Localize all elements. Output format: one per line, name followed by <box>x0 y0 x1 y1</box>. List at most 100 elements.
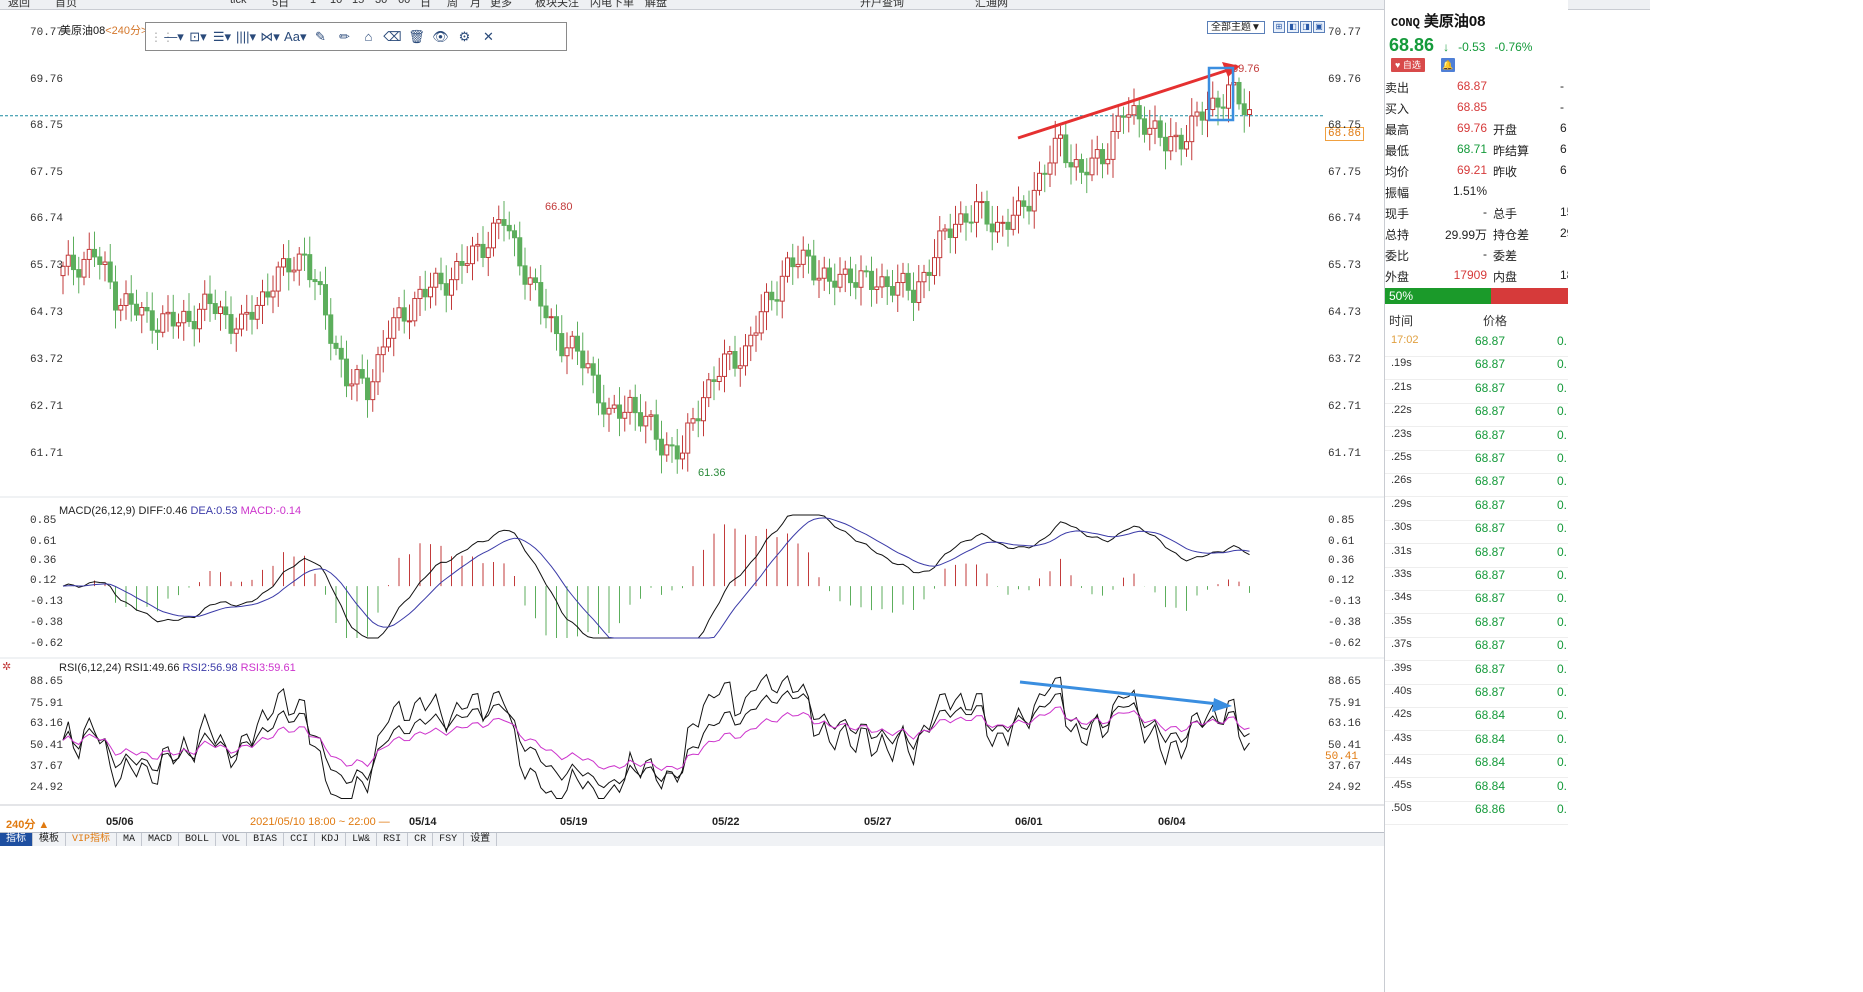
bars-tool-icon[interactable]: ||||▾ <box>236 28 257 44</box>
toolbar-item[interactable]: 开户查询 <box>860 0 904 9</box>
toolbar-item[interactable]: 5日 <box>272 0 290 9</box>
tick-price: 68.87 <box>1475 404 1506 419</box>
indicator-tab[interactable]: RSI <box>377 833 409 846</box>
candle-body <box>585 363 591 369</box>
pattern-tool-icon[interactable]: ⋈▾ <box>260 28 280 44</box>
toolbar-item[interactable]: 更多 <box>490 0 512 9</box>
chart-area[interactable]: 66.80 61.36 69.76 ✲ 美原油08<240分> ⋮⋮ —▾ ⊡▾ ☰▾ |||… <box>0 10 1650 968</box>
toolbar-item[interactable]: 返回 <box>8 0 30 9</box>
drag-grip-icon[interactable]: ⋮⋮ <box>150 29 174 44</box>
indicator-tab[interactable]: CR <box>408 833 434 846</box>
quote-row-label: 总持 <box>1385 228 1410 242</box>
fib-tool-icon[interactable]: ☰▾ <box>212 28 232 44</box>
toolbar-item[interactable]: 汇通网 <box>975 0 1008 9</box>
toolbar-item[interactable]: 板块关注 <box>535 0 579 9</box>
candle-body <box>554 316 559 335</box>
indicator-tab[interactable]: BOLL <box>179 833 217 846</box>
indicator-tab[interactable]: VIP指标 <box>66 833 118 846</box>
close-icon[interactable]: ✕ <box>483 28 494 44</box>
candle-body <box>816 277 822 281</box>
rsi-tick-right: 63.16 <box>1328 718 1362 730</box>
kline-chart[interactable]: 66.80 61.36 69.76 ✲ <box>0 10 1384 968</box>
highlight-box <box>1207 66 1235 122</box>
candle-body <box>76 269 82 278</box>
zoom-out-icon[interactable]: ◨ <box>1300 21 1312 33</box>
date-tick: 05/06 <box>106 816 134 828</box>
expand-icon[interactable]: ▣ <box>1313 21 1325 33</box>
candle-body <box>569 335 575 349</box>
quote-row-value2: 6 <box>1560 142 1567 156</box>
candle-body <box>1220 106 1226 109</box>
candle-body <box>1042 172 1048 175</box>
macd-title: MACD(26,12,9) DIFF:0.46 DEA:0.53 MACD:-0… <box>59 505 301 517</box>
indicator-tab[interactable]: 指标 <box>0 833 33 846</box>
magnet-icon[interactable]: ⌂ <box>364 29 373 44</box>
quote-row-label: 卖出 <box>1385 81 1410 95</box>
tick-price: 68.84 <box>1475 755 1506 770</box>
candle-body <box>638 412 643 427</box>
indicator-tab[interactable]: CCI <box>284 833 316 846</box>
candle-body <box>1010 214 1016 230</box>
add-favorite-button[interactable]: ♥ 自选 <box>1391 58 1425 72</box>
indicator-tab[interactable]: MACD <box>142 833 180 846</box>
indicator-tab[interactable]: 设置 <box>464 833 498 846</box>
candle-body <box>895 282 901 296</box>
quote-row-value: - <box>1483 247 1487 261</box>
candle-body <box>984 201 990 225</box>
indicator-tab[interactable]: BIAS <box>247 833 285 846</box>
candle-body <box>627 396 633 413</box>
rect-tool-icon[interactable]: ⊡▾ <box>189 28 207 44</box>
indicator-tab[interactable]: 模板 <box>33 833 66 846</box>
layout-icon[interactable]: ⊞ <box>1273 21 1285 33</box>
candle-body <box>1247 109 1252 115</box>
candle-body <box>517 237 523 267</box>
text-tool-icon[interactable]: Aa▾ <box>284 28 307 44</box>
line-tool-icon[interactable]: —▾ <box>164 28 184 44</box>
candle-body <box>1037 172 1042 191</box>
toolbar-item[interactable]: tick <box>230 0 247 6</box>
toolbar-item[interactable]: 闪电下单 <box>590 0 634 9</box>
gear-icon[interactable]: ⚙ <box>458 28 471 44</box>
toolbar-item[interactable]: 周 <box>447 0 458 9</box>
bell-icon[interactable]: 🔔 <box>1441 58 1455 72</box>
indicator-tab[interactable]: VOL <box>216 833 248 846</box>
indicator-tab[interactable]: LW& <box>346 833 378 846</box>
zoom-in-icon[interactable]: ◧ <box>1287 21 1299 33</box>
candle-body <box>695 418 701 422</box>
indicator-tab[interactable]: KDJ <box>315 833 347 846</box>
toolbar-item[interactable]: 1 <box>310 0 317 6</box>
price-tick-right: 66.74 <box>1328 213 1362 225</box>
candle-body <box>811 255 817 281</box>
tick-time: .25s <box>1391 451 1412 463</box>
toolbar-item[interactable]: 30 <box>375 0 388 6</box>
candle-body <box>81 258 87 278</box>
toolbar-item[interactable]: 15 <box>352 0 365 6</box>
tick-row: .30s 68.87 0. <box>1385 521 1568 545</box>
candle-body <box>186 310 192 323</box>
candle-body <box>559 333 565 357</box>
macd-value: MACD:-0.14 <box>240 505 302 517</box>
macd-tick-left: 0.36 <box>30 555 57 567</box>
trash-icon[interactable]: 🗑 <box>408 28 425 44</box>
candle-body <box>659 438 664 456</box>
ruler-icon[interactable]: ✎ <box>315 28 326 44</box>
tick-row: .35s 68.87 0. <box>1385 615 1568 638</box>
date-tick: 05/19 <box>560 816 588 828</box>
theme-button[interactable]: 全部主题▼ <box>1207 21 1265 34</box>
toolbar-item[interactable]: 60 <box>398 0 411 6</box>
toolbar-item[interactable]: 10 <box>330 0 343 6</box>
eye-icon[interactable]: 👁 <box>432 28 449 44</box>
settings-icon[interactable]: ✲ <box>2 661 11 673</box>
eraser-icon[interactable]: ⌫ <box>383 28 402 44</box>
toolbar-item[interactable]: 日 <box>420 0 431 9</box>
toolbar-item[interactable]: 解盘 <box>645 0 667 9</box>
indicator-tab[interactable]: FSY <box>433 833 465 846</box>
indicator-tab[interactable]: MA <box>117 833 143 846</box>
period-selector[interactable]: 240分 ▲ <box>6 819 50 831</box>
rsi-title: RSI(6,12,24) RSI1:49.66 RSI2:56.98 RSI3:… <box>59 662 296 674</box>
pencil-icon[interactable]: ✏ <box>339 28 350 44</box>
candle-body <box>401 307 407 322</box>
toolbar-item[interactable]: 首页 <box>55 0 77 9</box>
candle-body <box>779 275 785 302</box>
toolbar-item[interactable]: 月 <box>470 0 481 9</box>
